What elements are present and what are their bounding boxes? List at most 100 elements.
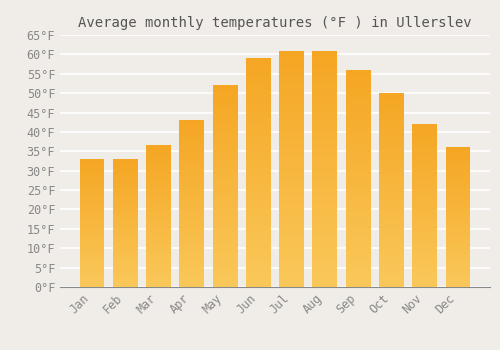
- Bar: [346, 144, 370, 146]
- Bar: [412, 135, 437, 137]
- Bar: [412, 131, 437, 132]
- Bar: [146, 283, 171, 284]
- Bar: [312, 117, 338, 119]
- Bar: [146, 247, 171, 249]
- Bar: [379, 225, 404, 227]
- Bar: [180, 250, 204, 252]
- Bar: [146, 264, 171, 266]
- Bar: [80, 228, 104, 230]
- Bar: [113, 241, 138, 242]
- Bar: [80, 211, 104, 213]
- Bar: [180, 150, 204, 152]
- Bar: [279, 67, 304, 69]
- Bar: [146, 154, 171, 155]
- Bar: [379, 108, 404, 111]
- Bar: [246, 106, 271, 108]
- Bar: [180, 272, 204, 274]
- Bar: [246, 118, 271, 120]
- Bar: [446, 235, 470, 237]
- Bar: [113, 217, 138, 218]
- Bar: [246, 184, 271, 186]
- Bar: [212, 234, 238, 237]
- Bar: [113, 278, 138, 279]
- Bar: [312, 150, 338, 152]
- Bar: [412, 220, 437, 222]
- Bar: [80, 191, 104, 193]
- Bar: [246, 86, 271, 88]
- Bar: [146, 274, 171, 276]
- Bar: [146, 180, 171, 181]
- Bar: [346, 265, 370, 267]
- Bar: [346, 155, 370, 157]
- Bar: [212, 273, 238, 275]
- Bar: [279, 280, 304, 282]
- Bar: [346, 98, 370, 100]
- Bar: [80, 264, 104, 265]
- Bar: [113, 279, 138, 281]
- Bar: [379, 132, 404, 134]
- Bar: [246, 113, 271, 116]
- Bar: [212, 180, 238, 182]
- Bar: [379, 208, 404, 209]
- Bar: [146, 158, 171, 160]
- Bar: [379, 159, 404, 161]
- Bar: [446, 210, 470, 212]
- Bar: [80, 231, 104, 232]
- Bar: [346, 141, 370, 144]
- Bar: [346, 174, 370, 176]
- Bar: [279, 88, 304, 91]
- Bar: [446, 178, 470, 180]
- Bar: [412, 212, 437, 214]
- Bar: [180, 155, 204, 157]
- Bar: [146, 181, 171, 182]
- Bar: [412, 277, 437, 279]
- Bar: [446, 212, 470, 213]
- Bar: [146, 234, 171, 236]
- Bar: [146, 252, 171, 253]
- Bar: [146, 206, 171, 208]
- Bar: [113, 224, 138, 226]
- Bar: [446, 277, 470, 279]
- Bar: [180, 219, 204, 220]
- Bar: [80, 194, 104, 195]
- Bar: [113, 203, 138, 204]
- Bar: [80, 219, 104, 220]
- Bar: [379, 239, 404, 240]
- Bar: [446, 253, 470, 255]
- Bar: [146, 259, 171, 260]
- Bar: [80, 183, 104, 185]
- Bar: [212, 275, 238, 277]
- Bar: [180, 157, 204, 159]
- Bar: [146, 187, 171, 188]
- Bar: [113, 233, 138, 235]
- Bar: [80, 268, 104, 269]
- Bar: [446, 258, 470, 259]
- Bar: [180, 170, 204, 172]
- Bar: [412, 202, 437, 204]
- Bar: [212, 269, 238, 271]
- Bar: [312, 209, 338, 211]
- Bar: [312, 128, 338, 131]
- Bar: [379, 130, 404, 132]
- Bar: [446, 256, 470, 258]
- Bar: [146, 277, 171, 279]
- Bar: [113, 282, 138, 283]
- Bar: [379, 277, 404, 279]
- Bar: [212, 188, 238, 190]
- Bar: [446, 184, 470, 185]
- Bar: [146, 236, 171, 237]
- Bar: [279, 159, 304, 162]
- Bar: [346, 252, 370, 254]
- Bar: [412, 163, 437, 165]
- Bar: [446, 265, 470, 266]
- Bar: [312, 145, 338, 147]
- Bar: [446, 154, 470, 156]
- Bar: [146, 219, 171, 220]
- Bar: [312, 105, 338, 107]
- Bar: [312, 162, 338, 164]
- Bar: [246, 211, 271, 214]
- Bar: [212, 152, 238, 154]
- Bar: [146, 257, 171, 259]
- Bar: [346, 235, 370, 237]
- Bar: [180, 169, 204, 170]
